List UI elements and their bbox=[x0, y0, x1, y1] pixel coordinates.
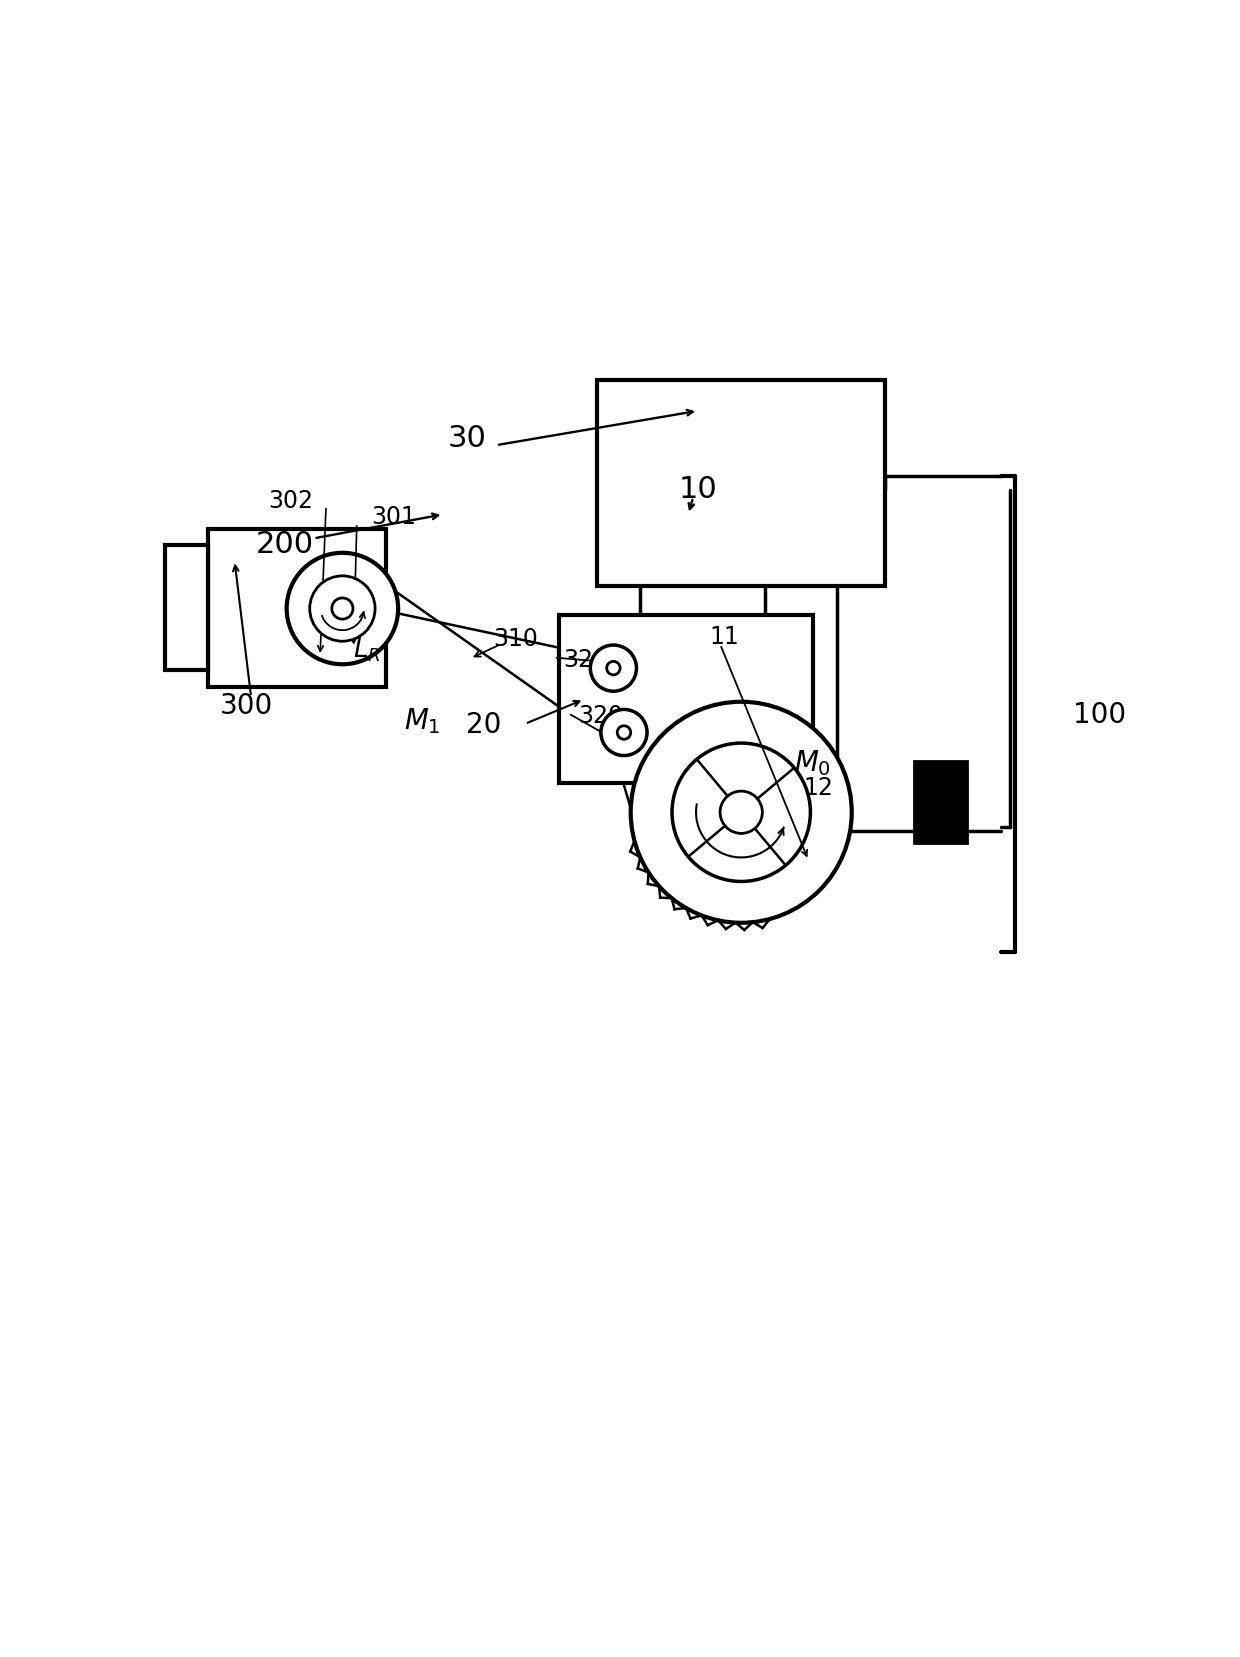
Text: 320: 320 bbox=[578, 704, 622, 727]
Text: 320: 320 bbox=[563, 648, 609, 671]
Text: 300: 300 bbox=[219, 691, 273, 719]
Circle shape bbox=[286, 553, 398, 664]
Circle shape bbox=[631, 703, 852, 923]
Bar bbox=[596, 381, 885, 587]
Text: $L_R$: $L_R$ bbox=[352, 635, 381, 664]
Text: 11: 11 bbox=[709, 625, 739, 650]
Bar bbox=[165, 545, 208, 671]
Circle shape bbox=[720, 792, 763, 833]
Bar bbox=[558, 616, 813, 784]
Bar bbox=[914, 762, 967, 843]
Text: $M_0$: $M_0$ bbox=[794, 747, 831, 777]
Text: 30: 30 bbox=[448, 424, 487, 452]
Text: 301: 301 bbox=[371, 505, 417, 529]
Circle shape bbox=[606, 663, 620, 676]
Text: 200: 200 bbox=[255, 529, 314, 558]
Circle shape bbox=[590, 646, 636, 691]
Text: 302: 302 bbox=[269, 489, 314, 512]
Text: $M_1$: $M_1$ bbox=[404, 706, 440, 736]
Text: 100: 100 bbox=[1073, 701, 1126, 729]
Bar bbox=[208, 530, 386, 688]
Text: 12: 12 bbox=[804, 775, 833, 800]
Text: 310: 310 bbox=[494, 626, 538, 651]
Circle shape bbox=[310, 577, 374, 641]
Text: 20: 20 bbox=[465, 711, 501, 739]
Circle shape bbox=[332, 598, 353, 620]
Text: 10: 10 bbox=[678, 474, 717, 504]
Circle shape bbox=[618, 726, 631, 739]
Circle shape bbox=[672, 744, 811, 882]
Circle shape bbox=[601, 709, 647, 756]
